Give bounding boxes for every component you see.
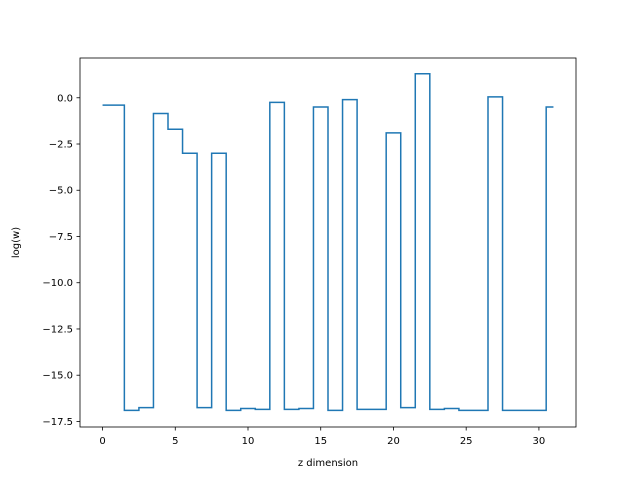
axes-frame bbox=[79, 57, 577, 428]
y-tick-label: −7.5 bbox=[49, 232, 73, 243]
x-tick-label: 20 bbox=[387, 436, 400, 447]
x-tick-label: 15 bbox=[314, 436, 327, 447]
y-tick-label: 0.0 bbox=[57, 93, 73, 104]
series-line-0 bbox=[102, 72, 554, 412]
y-tick-label: −2.5 bbox=[49, 140, 73, 151]
x-axis-ticks: 0 5 10 15 20 25 30 bbox=[99, 427, 545, 447]
y-tick-label: −12.5 bbox=[42, 324, 73, 335]
y-tick-label: −17.5 bbox=[42, 417, 73, 428]
x-tick-label: 10 bbox=[242, 436, 255, 447]
y-axis-label: log(w) bbox=[11, 227, 22, 258]
y-axis-ticks: 0.0 −2.5 −5.0 −7.5 −10.0 −12.5 −15.0 −17.5 bbox=[42, 93, 80, 428]
plot-area bbox=[102, 72, 554, 412]
y-tick-label: −15.0 bbox=[42, 371, 73, 382]
x-tick-label: 30 bbox=[533, 436, 546, 447]
x-axis-label: z dimension bbox=[298, 458, 358, 469]
x-tick-label: 0 bbox=[99, 436, 105, 447]
y-tick-label: −10.0 bbox=[42, 278, 73, 289]
x-tick-label: 25 bbox=[460, 436, 473, 447]
x-tick-label: 5 bbox=[172, 436, 178, 447]
y-tick-label: −5.0 bbox=[49, 186, 73, 197]
